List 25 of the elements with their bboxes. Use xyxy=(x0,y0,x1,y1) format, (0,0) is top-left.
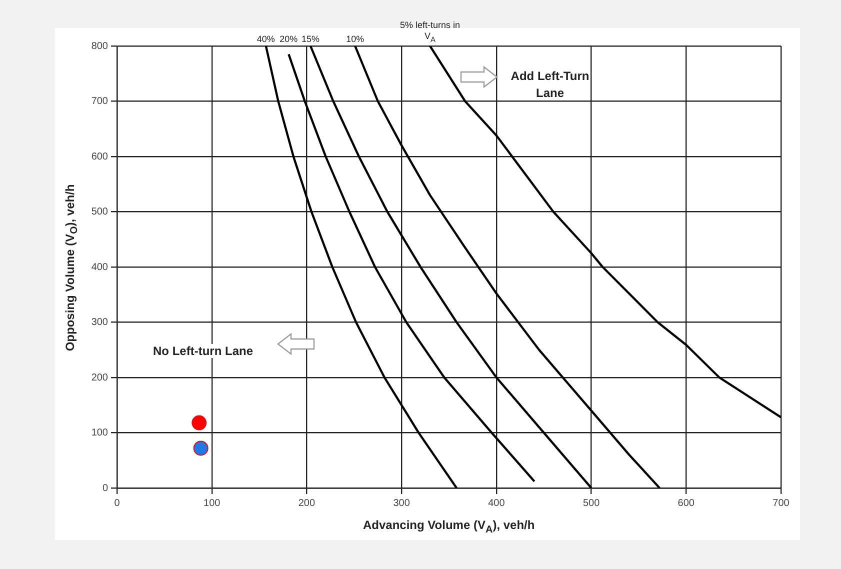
y-tick-label: 0 xyxy=(102,482,108,494)
series-label: 20% xyxy=(280,34,298,44)
x-tick-label: 700 xyxy=(772,498,790,509)
series-label: 40% xyxy=(256,34,275,44)
y-tick-label: 500 xyxy=(91,206,108,218)
x-tick-label: 600 xyxy=(678,498,695,509)
annotation: No Left-turn Lane xyxy=(151,344,255,358)
x-tick-label: 400 xyxy=(488,498,506,509)
x-axis-title: Advancing Volume (V$_{A}$), veh/h xyxy=(363,518,535,535)
annotation: Add Left-Turn Lane xyxy=(510,68,590,102)
x-tick-label: 200 xyxy=(298,498,316,509)
y-tick-label: 400 xyxy=(91,262,108,273)
y-tick-label: 100 xyxy=(91,428,108,438)
y-tick-label: 700 xyxy=(91,96,108,107)
series-label: 10% xyxy=(345,34,366,45)
series-label: 5% left-turns in V$_{A}$ xyxy=(399,20,462,45)
y-tick-label: 800 xyxy=(91,40,108,52)
x-tick-label: 0 xyxy=(114,498,120,509)
y-tick-label: 600 xyxy=(91,151,108,162)
x-tick-label: 300 xyxy=(393,498,410,509)
y-tick-label: 200 xyxy=(91,372,108,384)
y-tick-label: 300 xyxy=(91,317,108,328)
x-tick-label: 100 xyxy=(204,498,221,509)
series-label: 15% xyxy=(301,34,320,44)
x-tick-label: 500 xyxy=(582,498,600,509)
